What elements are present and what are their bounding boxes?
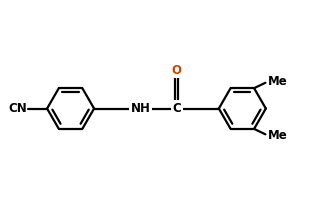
Text: O: O bbox=[172, 64, 182, 77]
Text: Me: Me bbox=[268, 129, 287, 142]
Text: NH: NH bbox=[131, 102, 151, 115]
Text: C: C bbox=[172, 102, 181, 115]
Text: Me: Me bbox=[268, 75, 287, 88]
Text: CN: CN bbox=[8, 102, 27, 115]
